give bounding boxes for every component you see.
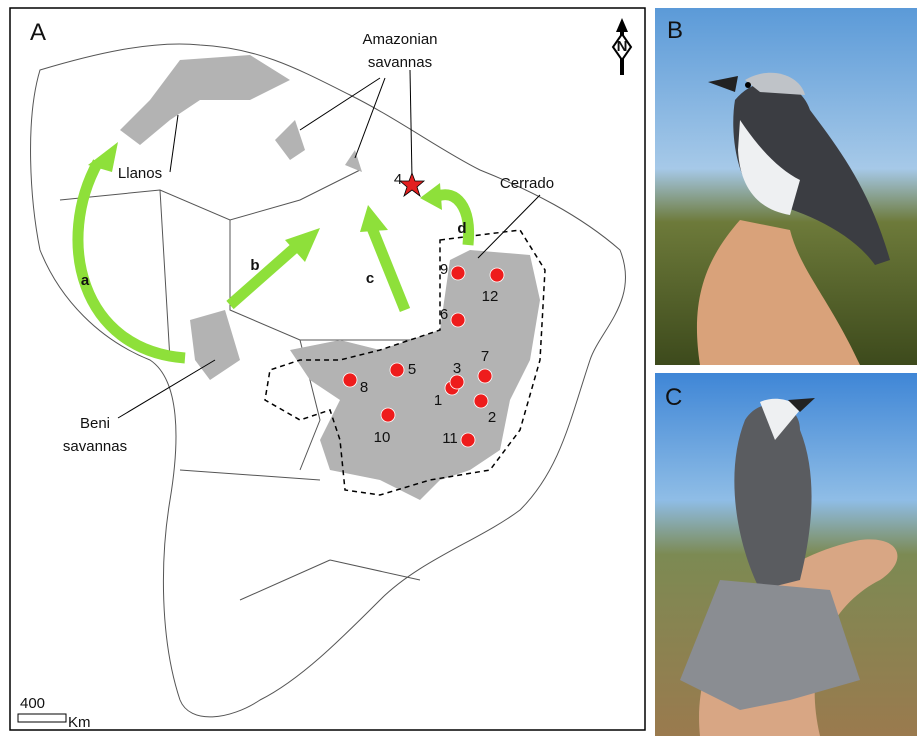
figure: N 400 Km A B C Llanos Amazonian savannas Ce…: [0, 0, 917, 736]
scale-unit: Km: [68, 714, 91, 731]
site-marker: [474, 394, 488, 408]
site-label: 11: [442, 430, 458, 447]
arrow-label: c: [366, 270, 374, 287]
site-label: 1: [434, 392, 442, 409]
site-marker: [451, 313, 465, 327]
site-label: 2: [488, 409, 496, 426]
region-label: Amazonian: [362, 31, 437, 48]
panel-label: C: [665, 384, 682, 411]
photo-b: B: [655, 8, 917, 365]
site-marker: [343, 373, 357, 387]
site-label: 12: [482, 288, 499, 305]
site-label: 7: [481, 348, 489, 365]
region-label: Cerrado: [500, 175, 554, 192]
svg-text:N: N: [617, 38, 628, 55]
arrow-label: a: [81, 272, 90, 289]
scale-bar: [18, 714, 66, 722]
site-label: 3: [453, 360, 461, 377]
star-label: 4: [394, 171, 402, 188]
site-marker: [451, 266, 465, 280]
region-label: Llanos: [118, 165, 162, 182]
arrow-label: d: [457, 220, 466, 237]
panel-label: B: [667, 17, 683, 44]
site-label: 8: [360, 379, 368, 396]
site-label: 5: [408, 361, 416, 378]
site-marker: [390, 363, 404, 377]
site-label: 10: [374, 429, 391, 446]
site-label: 9: [440, 261, 448, 278]
panel-label: A: [30, 19, 46, 46]
site-marker: [381, 408, 395, 422]
photo-c: C: [655, 373, 917, 736]
region-label: savannas: [368, 54, 432, 71]
site-marker: [461, 433, 475, 447]
site-label: 6: [440, 306, 448, 323]
site-marker: [478, 369, 492, 383]
region-label: Beni: [80, 415, 110, 432]
region-label: savannas: [63, 438, 127, 455]
scale-distance: 400: [20, 695, 45, 712]
site-marker: [450, 375, 464, 389]
arrow-label: b: [250, 257, 259, 274]
site-marker: [490, 268, 504, 282]
